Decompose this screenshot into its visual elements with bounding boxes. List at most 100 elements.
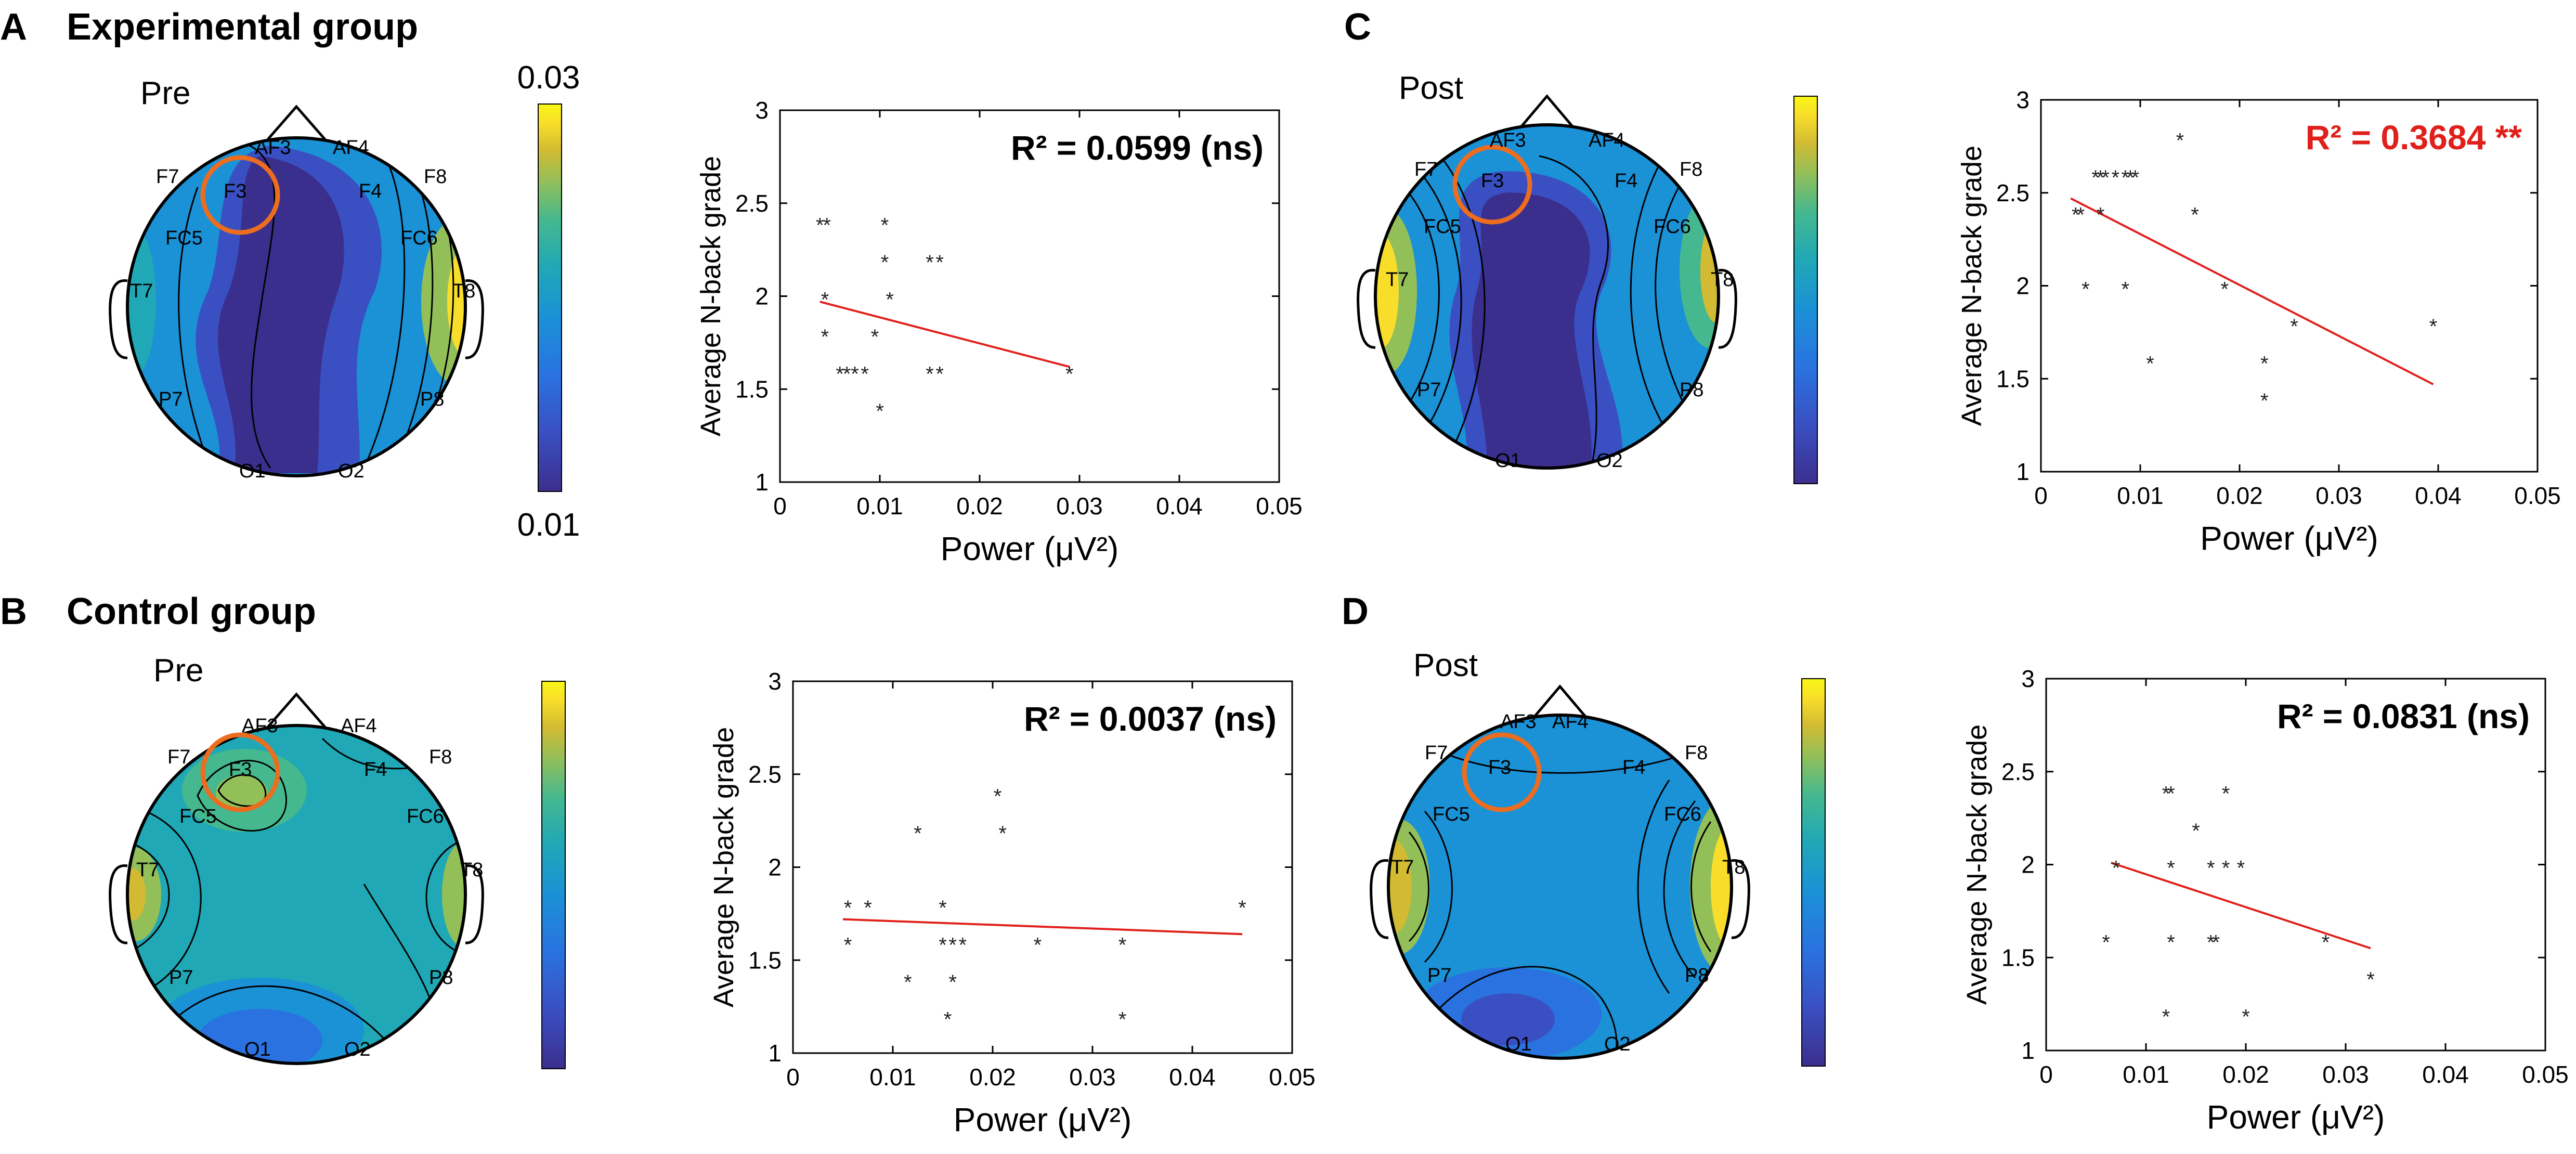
x-tick-label: 0.03 bbox=[1069, 1064, 1116, 1091]
electrode-label: F8 bbox=[429, 746, 452, 768]
panel-letter-d: D bbox=[1342, 591, 1369, 632]
data-point: * bbox=[2222, 783, 2230, 806]
electrode-label: F4 bbox=[359, 180, 382, 202]
data-point: * bbox=[2126, 166, 2135, 189]
electrode-label: FC5 bbox=[179, 806, 217, 827]
electrode-label: FC5 bbox=[1424, 216, 1461, 238]
data-point: * bbox=[2237, 857, 2245, 880]
electrode-label: F4 bbox=[1622, 757, 1645, 779]
data-point: * bbox=[939, 934, 947, 957]
data-point: * bbox=[2102, 931, 2110, 954]
data-point: * bbox=[939, 897, 947, 919]
electrode-label: O1 bbox=[239, 460, 266, 482]
nose-icon bbox=[1530, 684, 1590, 721]
data-point: * bbox=[2242, 1006, 2250, 1029]
right-ear-icon bbox=[465, 279, 484, 359]
x-tick-label: 0.04 bbox=[2422, 1061, 2469, 1088]
y-axis-label: Average N-back grade bbox=[1961, 724, 1993, 1005]
x-tick-label: 0.03 bbox=[2315, 482, 2362, 509]
x-tick-label: 0.03 bbox=[2322, 1061, 2369, 1088]
electrode-label: T7 bbox=[1391, 857, 1414, 878]
electrode-label: T7 bbox=[136, 859, 159, 881]
y-tick-label: 2 bbox=[2016, 273, 2029, 300]
panel-letter-c: C bbox=[1344, 6, 1371, 48]
y-tick-label: 1 bbox=[768, 1040, 782, 1067]
x-tick-label: 0.01 bbox=[2117, 482, 2164, 509]
electrode-label: F7 bbox=[1425, 742, 1448, 764]
electrode-label: P7 bbox=[159, 388, 183, 410]
data-point: * bbox=[816, 214, 824, 237]
data-point: * bbox=[2072, 204, 2080, 227]
data-point: * bbox=[2366, 968, 2375, 991]
nose-icon bbox=[1517, 94, 1577, 131]
electrode-label: AF4 bbox=[1552, 711, 1589, 733]
electrode-label: AF3 bbox=[1490, 129, 1526, 151]
data-point: * bbox=[926, 363, 934, 386]
topo-map-d: AF3 AF4 F7 F3 F4 F8 FC5 FC6 T7 T8 P7 P8 … bbox=[1370, 684, 1750, 1060]
regression-line bbox=[842, 918, 1243, 936]
y-tick-label: 2 bbox=[768, 854, 782, 881]
data-point: * bbox=[944, 1008, 952, 1031]
roi-circle-f3 bbox=[200, 732, 280, 812]
colorbar-d bbox=[1801, 678, 1826, 1067]
y-tick-label: 3 bbox=[2016, 86, 2029, 113]
colorbar-c bbox=[1793, 96, 1818, 484]
y-axis-label: Average N-back grade bbox=[708, 727, 739, 1007]
right-ear-icon bbox=[1731, 859, 1750, 939]
data-point: * bbox=[823, 214, 831, 237]
electrode-label: AF3 bbox=[242, 715, 278, 737]
electrode-label: F7 bbox=[167, 746, 190, 768]
data-point: * bbox=[2260, 353, 2269, 375]
y-tick-label: 2 bbox=[2021, 851, 2035, 878]
data-point: * bbox=[2091, 166, 2100, 189]
data-point: * bbox=[871, 326, 879, 348]
left-ear-icon bbox=[109, 864, 128, 944]
electrode-label: FC6 bbox=[400, 227, 438, 249]
data-point: * bbox=[1238, 897, 1246, 919]
electrode-label: P7 bbox=[169, 967, 193, 989]
data-point: * bbox=[926, 251, 934, 274]
x-tick-label: 0.04 bbox=[2415, 482, 2462, 509]
data-point: * bbox=[886, 289, 894, 312]
y-tick-label: 3 bbox=[768, 668, 782, 695]
data-point: * bbox=[2111, 166, 2119, 189]
scatter-a: 0 0.01 0.02 0.03 0.04 0.05 1 1.5 2 2.5 3 Power (μV²… bbox=[695, 97, 1303, 567]
data-point: * bbox=[861, 363, 869, 386]
electrode-label: O2 bbox=[338, 460, 365, 482]
data-point: * bbox=[2207, 931, 2215, 954]
x-tick-label: 0.04 bbox=[1169, 1064, 1216, 1091]
electrode-label: P8 bbox=[1680, 379, 1703, 401]
data-point: * bbox=[2212, 931, 2220, 954]
y-tick-label: 1.5 bbox=[735, 375, 769, 403]
electrode-label: AF4 bbox=[333, 137, 369, 159]
data-point: * bbox=[836, 363, 844, 386]
x-axis-label: Power (μV²) bbox=[954, 1101, 1132, 1138]
regression-line bbox=[2111, 862, 2371, 950]
x-tick-label: 0 bbox=[773, 492, 787, 520]
topo-map-c: AF3 AF4 F7 F3 F4 F8 FC5 FC6 T7 T8 P7 P8 … bbox=[1357, 94, 1737, 472]
electrode-label: P7 bbox=[1417, 379, 1441, 401]
electrode-label: T8 bbox=[452, 280, 475, 302]
regression-line bbox=[819, 301, 1070, 368]
data-point: * bbox=[851, 363, 859, 386]
data-point: * bbox=[2221, 278, 2229, 301]
colorbar-a-max-label: 0.03 bbox=[517, 60, 580, 96]
y-tick-label: 2.5 bbox=[2001, 758, 2035, 785]
roi-circle-f3 bbox=[1462, 732, 1542, 812]
electrode-label: F4 bbox=[1615, 170, 1637, 192]
data-point: * bbox=[2207, 857, 2215, 880]
data-point: * bbox=[864, 897, 872, 919]
roi-circle-f3 bbox=[200, 155, 280, 235]
x-tick-label: 0.01 bbox=[2123, 1061, 2169, 1088]
panel-letter-a: A bbox=[0, 6, 27, 48]
electrode-label: F3 bbox=[229, 759, 252, 781]
y-tick-label: 1 bbox=[755, 469, 769, 496]
data-point: * bbox=[998, 822, 1007, 845]
data-point: * bbox=[2146, 353, 2154, 375]
nose-icon bbox=[267, 105, 326, 140]
electrode-label: P7 bbox=[1427, 965, 1451, 987]
data-point: * bbox=[2167, 857, 2175, 880]
topo-map-b: AF3 AF4 F7 F3 F4 F8 FC5 FC6 T7 T8 P7 P8 … bbox=[109, 692, 484, 1065]
data-point: * bbox=[2192, 820, 2200, 842]
y-tick-label: 1.5 bbox=[1996, 365, 2029, 392]
